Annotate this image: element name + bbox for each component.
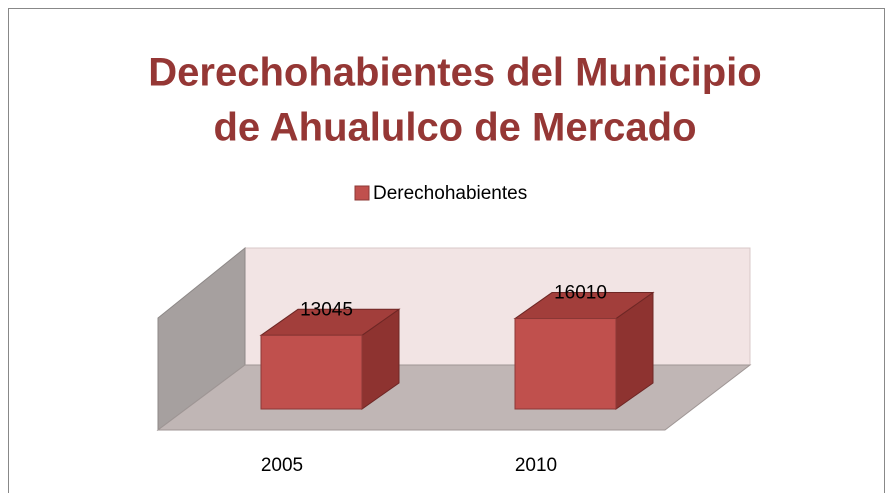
data-label: 13045 [300, 299, 353, 320]
floor [156, 364, 752, 431]
chart-title: de Ahualulco de Mercado [213, 106, 696, 150]
bar [514, 318, 617, 410]
chart-title: Derechohabientes del Municipio [148, 51, 761, 95]
x-tick-label: 2005 [261, 455, 303, 476]
bar [260, 334, 363, 410]
legend-label: Derechohabientes [373, 183, 527, 204]
data-label: 16010 [554, 283, 607, 304]
legend-swatch [354, 185, 370, 201]
x-tick-label: 2010 [515, 455, 557, 476]
